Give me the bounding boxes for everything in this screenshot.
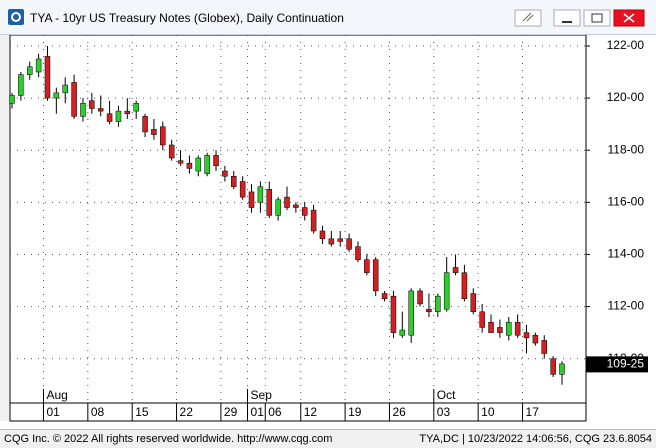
candle-body — [133, 103, 139, 112]
candle-body — [151, 129, 157, 135]
candle-body — [80, 103, 86, 117]
month-label: Oct — [437, 388, 456, 402]
candle-body — [97, 108, 104, 112]
candle-body — [222, 170, 228, 177]
candle-body — [266, 189, 273, 216]
candle-body — [18, 74, 24, 96]
candle-body — [275, 199, 281, 216]
candle-body — [301, 207, 308, 216]
y-tick-label: 118-00 — [608, 142, 645, 156]
candle-body — [89, 100, 95, 109]
candle-body — [53, 92, 60, 99]
date-axis — [9, 402, 587, 422]
candle-body — [514, 321, 521, 336]
candle-body — [293, 204, 299, 208]
candle-body — [257, 186, 264, 203]
candle-body — [248, 191, 255, 208]
window-title: TYA - 10yr US Treasury Notes (Globex), D… — [30, 11, 344, 25]
candle-body — [319, 230, 326, 240]
candle-body — [204, 155, 210, 174]
candle-body — [497, 327, 503, 333]
chart: 110-00112-00114-00116-00118-00120-00122-… — [0, 35, 648, 422]
candle-body — [160, 126, 166, 146]
candle-body — [390, 295, 397, 333]
x-tick-label: 19 — [348, 405, 362, 419]
x-tick-label: 29 — [224, 405, 238, 419]
candle-body — [239, 181, 246, 198]
candle-body — [213, 155, 219, 167]
x-tick-label: 06 — [268, 405, 282, 419]
candle-body — [461, 272, 468, 300]
candle-body — [506, 321, 512, 336]
x-tick-label: 01 — [46, 405, 60, 419]
candle-body — [399, 329, 406, 336]
candle-body — [195, 157, 202, 172]
x-tick-label: 10 — [481, 405, 495, 419]
app-icon — [8, 9, 24, 25]
candle-body — [372, 259, 379, 292]
y-tick-label: 116-00 — [608, 194, 645, 208]
month-label: Aug — [46, 388, 67, 402]
x-tick-label: 03 — [437, 405, 451, 419]
status-bar: CQG Inc. © 2022 All rights reserved worl… — [0, 429, 656, 448]
candle-body — [186, 162, 193, 169]
candle-body — [435, 295, 441, 313]
candle-body — [488, 321, 494, 333]
candle-body — [408, 290, 414, 336]
candle-body — [44, 56, 51, 99]
x-tick-label: 15 — [135, 405, 149, 419]
candle-body — [532, 334, 539, 344]
candle-body — [106, 113, 113, 122]
status-right: TYA,DC | 10/23/2022 14:06:56, CQG 23.6.8… — [419, 433, 652, 445]
candle-body — [346, 238, 352, 250]
candle-body — [177, 160, 184, 164]
x-tick-label: 12 — [304, 405, 318, 419]
candle-body — [479, 311, 485, 328]
candle-body — [452, 267, 459, 273]
candle-body — [364, 259, 370, 273]
candle-body — [426, 308, 432, 313]
candle-body — [328, 238, 335, 245]
candle-body — [541, 340, 548, 354]
candle-body — [355, 246, 361, 260]
last-price-label: 109-25 — [607, 357, 645, 371]
y-tick-label: 112-00 — [608, 299, 645, 313]
y-tick-label: 120-00 — [607, 90, 645, 104]
left-margin — [0, 35, 9, 421]
candle-body — [9, 95, 15, 104]
x-tick-label: 08 — [91, 405, 105, 419]
candle-body — [550, 358, 556, 375]
month-label: Sep — [251, 388, 273, 402]
candle-body — [231, 176, 237, 187]
window-buttons[interactable] — [514, 6, 654, 30]
status-left: CQG Inc. © 2022 All rights reserved worl… — [4, 433, 333, 445]
candle-body — [142, 116, 148, 133]
candle-body — [470, 293, 477, 313]
candle-body — [381, 293, 388, 300]
candle-body — [559, 363, 565, 375]
candle-body — [337, 238, 343, 242]
x-tick-label: 22 — [180, 405, 194, 419]
candle-body — [71, 82, 77, 117]
candle-body — [443, 272, 450, 310]
candle-body — [168, 144, 175, 159]
candle-body — [115, 110, 122, 122]
candle-body — [284, 196, 290, 208]
title-bar: TYA - 10yr US Treasury Notes (Globex), D… — [0, 0, 656, 35]
candle-body — [417, 290, 423, 305]
candle-body — [26, 66, 33, 75]
y-tick-label: 122-00 — [607, 38, 645, 52]
plot-frame — [9, 35, 587, 404]
x-tick-label: 17 — [526, 405, 540, 419]
candle-body — [310, 209, 317, 232]
candle-body — [124, 110, 131, 114]
last-price-box — [586, 356, 648, 373]
x-tick-label: 01 — [251, 405, 265, 419]
x-tick-label: 26 — [392, 405, 406, 419]
y-tick-label: 114-00 — [608, 247, 645, 261]
candle-body — [523, 332, 530, 339]
candle-body — [62, 84, 68, 94]
candle-body — [35, 58, 42, 73]
